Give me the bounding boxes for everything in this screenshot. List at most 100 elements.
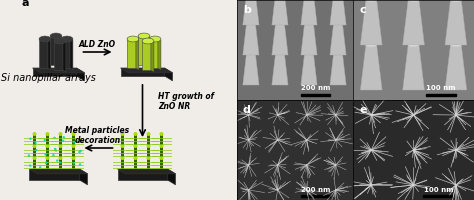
Polygon shape	[39, 38, 48, 68]
Ellipse shape	[134, 144, 137, 148]
Polygon shape	[37, 150, 57, 151]
Polygon shape	[138, 141, 158, 142]
Ellipse shape	[55, 149, 57, 152]
Ellipse shape	[44, 139, 46, 141]
Polygon shape	[37, 165, 57, 166]
Polygon shape	[138, 35, 147, 65]
Ellipse shape	[46, 156, 49, 160]
Text: 100 nm: 100 nm	[424, 187, 453, 193]
Polygon shape	[126, 162, 146, 163]
Polygon shape	[360, 45, 382, 90]
Polygon shape	[126, 156, 146, 157]
Polygon shape	[134, 147, 137, 157]
Polygon shape	[72, 159, 75, 169]
Ellipse shape	[45, 162, 47, 164]
Ellipse shape	[146, 144, 151, 148]
Polygon shape	[51, 165, 71, 166]
Ellipse shape	[79, 150, 82, 152]
Ellipse shape	[142, 38, 154, 44]
Polygon shape	[59, 147, 62, 157]
Polygon shape	[138, 165, 158, 166]
Polygon shape	[112, 141, 133, 142]
Text: e: e	[359, 105, 367, 115]
Ellipse shape	[146, 156, 151, 160]
Polygon shape	[330, 0, 346, 25]
Ellipse shape	[73, 162, 75, 164]
Polygon shape	[134, 135, 137, 145]
Polygon shape	[138, 150, 158, 151]
Ellipse shape	[73, 141, 75, 143]
Ellipse shape	[138, 33, 150, 39]
Ellipse shape	[450, 0, 461, 2]
Polygon shape	[120, 68, 173, 73]
Polygon shape	[64, 165, 83, 166]
Text: c: c	[359, 5, 366, 15]
Ellipse shape	[45, 153, 47, 156]
Ellipse shape	[120, 156, 125, 160]
Polygon shape	[121, 159, 124, 169]
Polygon shape	[160, 159, 163, 169]
Polygon shape	[152, 150, 172, 151]
Ellipse shape	[58, 156, 63, 160]
Bar	[423, 194, 454, 197]
Ellipse shape	[33, 144, 36, 148]
Polygon shape	[51, 156, 71, 157]
Text: HT growth of
ZnO NR: HT growth of ZnO NR	[158, 92, 215, 111]
Polygon shape	[29, 169, 80, 180]
Polygon shape	[160, 135, 163, 145]
Polygon shape	[272, 0, 288, 25]
Polygon shape	[112, 138, 133, 139]
Polygon shape	[142, 40, 151, 70]
Polygon shape	[112, 150, 133, 151]
Ellipse shape	[366, 0, 377, 2]
Ellipse shape	[61, 36, 73, 42]
Polygon shape	[37, 153, 57, 154]
Ellipse shape	[120, 144, 125, 148]
Text: b: b	[243, 5, 251, 15]
Text: 200 nm: 200 nm	[301, 86, 330, 92]
Polygon shape	[70, 38, 73, 70]
Ellipse shape	[35, 142, 37, 144]
Polygon shape	[152, 162, 172, 163]
Polygon shape	[64, 162, 83, 163]
Ellipse shape	[305, 49, 313, 51]
Polygon shape	[134, 159, 137, 169]
Ellipse shape	[76, 140, 78, 142]
Ellipse shape	[127, 36, 139, 42]
Ellipse shape	[63, 136, 65, 138]
Polygon shape	[64, 150, 83, 151]
Polygon shape	[127, 38, 136, 68]
Ellipse shape	[29, 138, 32, 140]
Polygon shape	[25, 138, 45, 139]
Ellipse shape	[334, 19, 342, 21]
Polygon shape	[51, 141, 71, 142]
Polygon shape	[126, 141, 146, 142]
Polygon shape	[37, 168, 57, 169]
Polygon shape	[152, 144, 172, 145]
Ellipse shape	[72, 156, 75, 160]
Polygon shape	[46, 159, 49, 169]
Polygon shape	[64, 141, 83, 142]
Polygon shape	[33, 135, 36, 145]
Polygon shape	[147, 35, 150, 67]
Polygon shape	[37, 138, 57, 139]
Bar	[426, 94, 456, 96]
Ellipse shape	[33, 132, 36, 136]
Ellipse shape	[52, 154, 55, 156]
Ellipse shape	[159, 156, 164, 160]
Text: ALD ZnO: ALD ZnO	[79, 40, 116, 49]
Polygon shape	[37, 144, 57, 145]
Polygon shape	[147, 159, 150, 169]
Polygon shape	[121, 135, 124, 145]
Polygon shape	[51, 138, 71, 139]
Polygon shape	[330, 20, 346, 55]
Ellipse shape	[50, 33, 62, 39]
Polygon shape	[33, 68, 84, 73]
Polygon shape	[445, 45, 467, 90]
Polygon shape	[25, 144, 45, 145]
Polygon shape	[243, 20, 259, 55]
Polygon shape	[59, 135, 62, 145]
Polygon shape	[301, 50, 317, 85]
Polygon shape	[118, 169, 175, 174]
Polygon shape	[72, 147, 75, 157]
